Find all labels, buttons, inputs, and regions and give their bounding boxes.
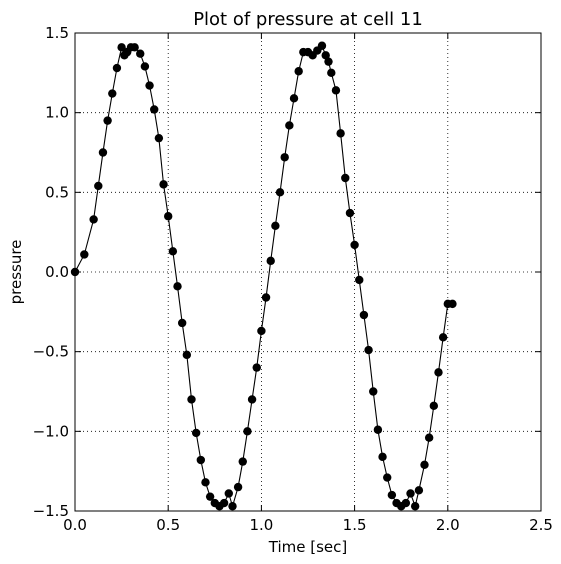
data-point [247,395,257,404]
x-tick-label: 0.0 [63,516,87,534]
x-tick-label: 2.0 [436,516,460,534]
data-point [257,326,266,336]
data-point [112,63,122,73]
data-point [140,62,150,71]
grid-lines [75,33,541,511]
data-point [108,89,117,98]
data-point [406,489,415,498]
data-point [252,363,261,372]
data-point [275,188,285,197]
y-tick-label: 1.5 [45,24,69,42]
data-point [145,81,154,90]
data-point [103,116,112,125]
data-point [438,333,448,342]
data-point [434,368,443,377]
data-point [94,181,103,191]
data-point [233,482,243,492]
data-point [321,51,330,60]
y-axis-label: pressure [7,240,25,305]
data-point [448,299,457,309]
y-tick-label: −1.0 [33,422,69,440]
data-point [80,250,89,259]
data-point [285,121,294,130]
data-point [196,455,206,465]
data-point [168,247,178,256]
y-tick-label: −0.5 [33,343,69,361]
data-point [224,489,233,498]
data-point [364,345,373,355]
data-point [205,492,215,501]
x-tick-label: 1.5 [343,516,367,534]
x-tick-labels: 0.0 0.5 1.0 1.5 2.0 2.5 [63,516,553,534]
y-tick-label: 1.0 [45,104,69,122]
data-point [317,41,327,50]
data-point [150,105,159,114]
data-point [401,498,411,508]
data-point [98,148,108,157]
data-point [280,153,289,162]
data-point [271,221,280,230]
data-point [378,452,387,462]
data-point [373,425,383,434]
data-point [331,86,341,95]
data-point [182,350,192,360]
tick-marks [74,32,542,512]
x-tick-label: 1.0 [249,516,273,534]
x-axis-label: Time [sec] [268,538,347,556]
series-line [74,44,453,509]
data-point [136,49,145,58]
data-point [187,395,196,404]
data-point [359,310,369,320]
data-point [345,208,355,218]
data-point [369,387,378,396]
y-tick-label: 0.5 [45,183,69,201]
data-point [159,180,168,189]
y-tick-labels: −1.5 −1.0 −0.5 0.0 0.5 1.0 1.5 [33,24,69,520]
data-point [294,67,303,76]
data-point [130,43,139,52]
data-point [117,43,126,52]
data-point [89,215,98,224]
data-point [414,486,424,495]
x-tick-label: 2.5 [529,516,553,534]
data-point [261,293,271,302]
data-point [243,427,252,436]
data-point [424,433,434,442]
data-point [201,478,210,487]
y-tick-label: −1.5 [33,502,69,520]
data-point [350,240,359,250]
y-tick-label: 0.0 [45,263,69,281]
data-point [177,318,187,328]
data-point [289,94,299,103]
data-point [429,401,439,411]
chart-title: Plot of pressure at cell 11 [193,9,423,30]
data-point [341,173,350,183]
data-point [266,256,275,266]
x-tick-label: 0.5 [156,516,180,534]
data-point [219,498,229,508]
data-point [324,57,333,66]
data-point [164,212,173,221]
data-point [238,457,247,466]
data-point [228,502,237,511]
data-point [387,490,397,500]
data-point [383,473,392,482]
data-point [327,68,336,78]
data-point [410,502,420,511]
data-point [355,275,364,285]
series-layer [70,41,457,511]
data-point [420,460,429,469]
data-point [191,428,201,438]
data-point [173,282,182,291]
data-point [336,129,345,138]
data-point [154,133,164,143]
